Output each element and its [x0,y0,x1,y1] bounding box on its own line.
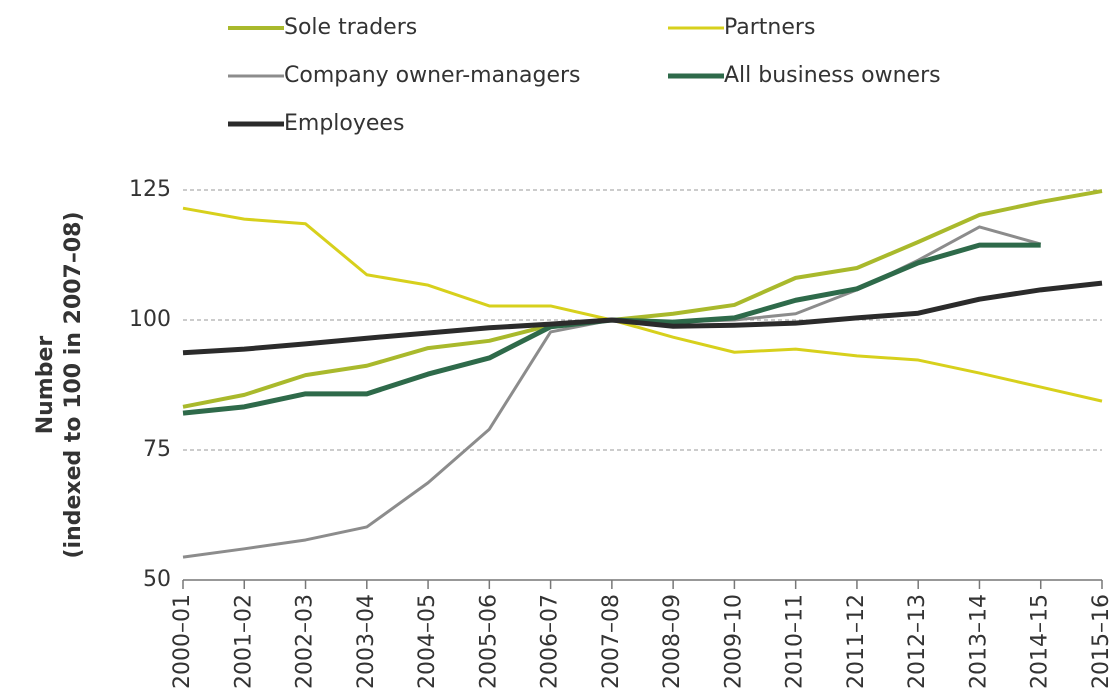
series-line [182,206,1103,403]
y-axis-title-line: (indexed to 100 in 2007–08) [61,211,86,558]
y-axis-title: Number (indexed to 100 in 2007–08) [33,211,86,558]
x-tick-label: 2010–11 [783,594,808,689]
x-tick-label: 2014–15 [1028,594,1053,689]
y-tick-label: 125 [129,177,171,202]
x-tick-label: 2004–05 [415,594,440,689]
x-tick-label: 2009–10 [721,594,746,689]
y-tick-label: 100 [129,307,171,332]
series-line [182,280,1103,356]
x-tick-label: 2013–14 [966,594,991,689]
series-line [182,189,1103,409]
series-line [182,242,1041,416]
legend-label: Partners [724,15,815,40]
x-tick-label: 2011–12 [844,594,869,689]
legend-label: Employees [284,111,404,136]
x-tick-label: 2012–13 [905,594,930,689]
y-axis-title-line: Number [33,336,58,435]
legend-label: Sole traders [284,15,417,40]
x-tick-label: 2003–04 [354,594,379,689]
x-tick-label: 2005–06 [476,594,501,689]
x-tick-label: 2006–07 [538,594,563,689]
x-tick-label: 2001–02 [231,594,256,689]
legend-label: Company owner-managers [284,63,581,88]
x-tick-label: 2015–16 [1089,594,1114,689]
x-tick-label: 2007–08 [599,594,624,689]
legend-label: All business owners [724,63,941,88]
x-tick-label: 2002–03 [293,594,318,689]
x-tick-label: 2008–09 [660,594,685,689]
y-tick-label: 75 [143,437,171,462]
x-tick-label: 2000–01 [170,594,195,689]
y-tick-label: 50 [143,567,171,592]
